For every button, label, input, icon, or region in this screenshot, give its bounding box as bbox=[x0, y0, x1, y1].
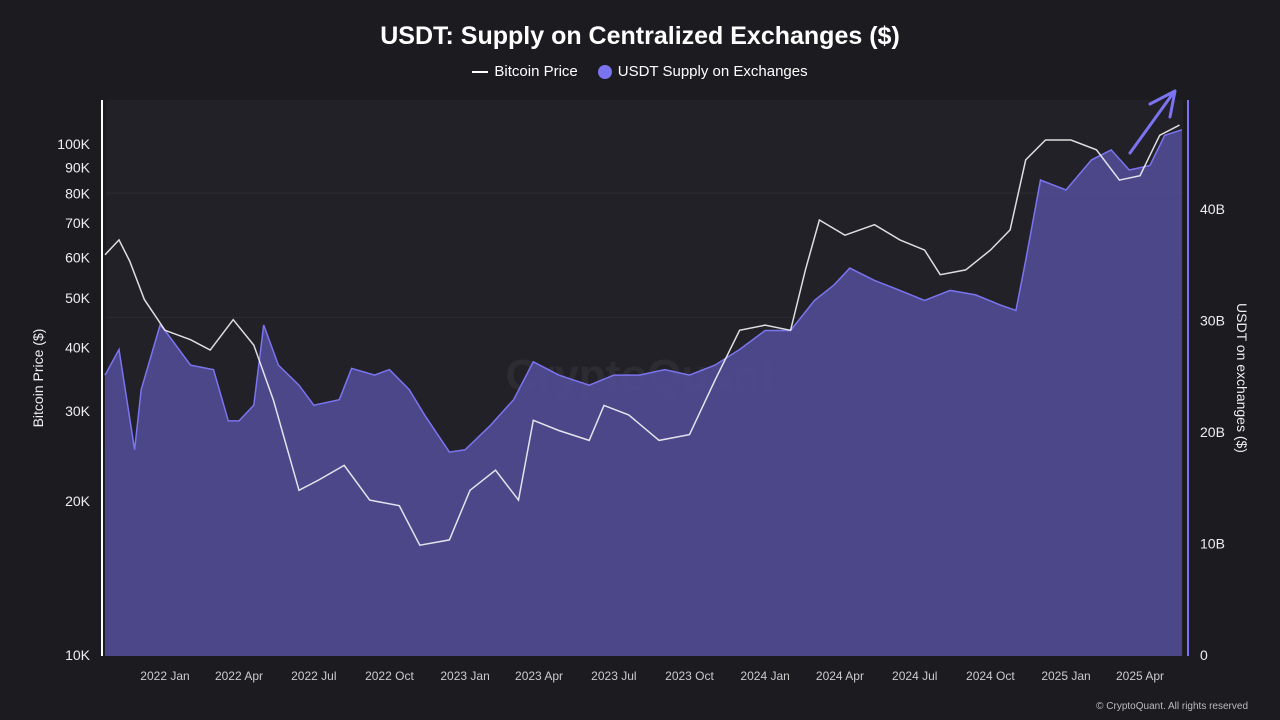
y-left-tick-label: 40K bbox=[65, 339, 91, 355]
y-left-tick-label: 60K bbox=[65, 249, 91, 265]
y-right-tick-label: 20B bbox=[1200, 424, 1225, 440]
x-tick-label: 2024 Apr bbox=[816, 669, 864, 683]
y-left-tick-label: 90K bbox=[65, 159, 91, 175]
x-tick-label: 2025 Apr bbox=[1116, 669, 1164, 683]
y-right-tick-label: 30B bbox=[1200, 313, 1225, 329]
legend-label: USDT Supply on Exchanges bbox=[617, 63, 808, 80]
legend-item-bitcoin-price[interactable]: Bitcoin Price bbox=[472, 63, 578, 80]
y-left-tick-label: 10K bbox=[65, 647, 91, 663]
y-right-tick-label: 10B bbox=[1200, 536, 1225, 552]
x-tick-label: 2023 Jul bbox=[591, 669, 636, 683]
legend: Bitcoin Price USDT Supply on Exchanges bbox=[0, 63, 1280, 80]
x-tick-label: 2024 Jan bbox=[740, 669, 789, 683]
y-left-tick-label: 100K bbox=[57, 136, 90, 152]
usdt-supply-line bbox=[104, 129, 1183, 453]
x-tick-label: 2023 Jan bbox=[440, 669, 489, 683]
legend-dot-swatch bbox=[597, 64, 612, 79]
y-left-tick-label: 80K bbox=[65, 186, 91, 202]
trend-arrow-icon bbox=[1128, 90, 1176, 155]
legend-line-swatch bbox=[472, 70, 489, 73]
y-right-axis-label: USDT on exchanges ($) bbox=[1234, 303, 1250, 453]
x-tick-label: 2022 Jul bbox=[291, 669, 336, 683]
x-tick-label: 2023 Oct bbox=[665, 669, 714, 683]
y-left-tick-label: 50K bbox=[65, 290, 91, 306]
x-tick-label: 2023 Apr bbox=[515, 669, 563, 683]
y-left-tick-label: 20K bbox=[65, 493, 91, 509]
y-right-tick-label: 0 bbox=[1200, 647, 1208, 663]
copyright-footer: © CryptoQuant. All rights reserved bbox=[1096, 701, 1248, 712]
x-tick-label: 2024 Jul bbox=[892, 669, 937, 683]
usdt-supply-area bbox=[104, 129, 1182, 657]
trend-arrow-head-icon bbox=[1148, 89, 1177, 119]
x-tick-label: 2025 Jan bbox=[1041, 669, 1090, 683]
y-left-tick-label: 70K bbox=[65, 215, 91, 231]
y-left-axis-label: Bitcoin Price ($) bbox=[30, 329, 46, 428]
chart-title: USDT: Supply on Centralized Exchanges ($… bbox=[380, 22, 900, 50]
legend-item-usdt-supply[interactable]: USDT Supply on Exchanges bbox=[597, 63, 808, 80]
x-tick-label: 2022 Apr bbox=[215, 669, 263, 683]
bitcoin-price-line bbox=[104, 124, 1180, 547]
y-right-tick-label: 40B bbox=[1200, 201, 1225, 217]
x-tick-label: 2022 Oct bbox=[365, 669, 414, 683]
legend-label: Bitcoin Price bbox=[494, 63, 578, 80]
x-tick-label: 2022 Jan bbox=[140, 669, 189, 683]
y-left-tick-label: 30K bbox=[65, 403, 91, 419]
x-tick-label: 2024 Oct bbox=[966, 669, 1015, 683]
